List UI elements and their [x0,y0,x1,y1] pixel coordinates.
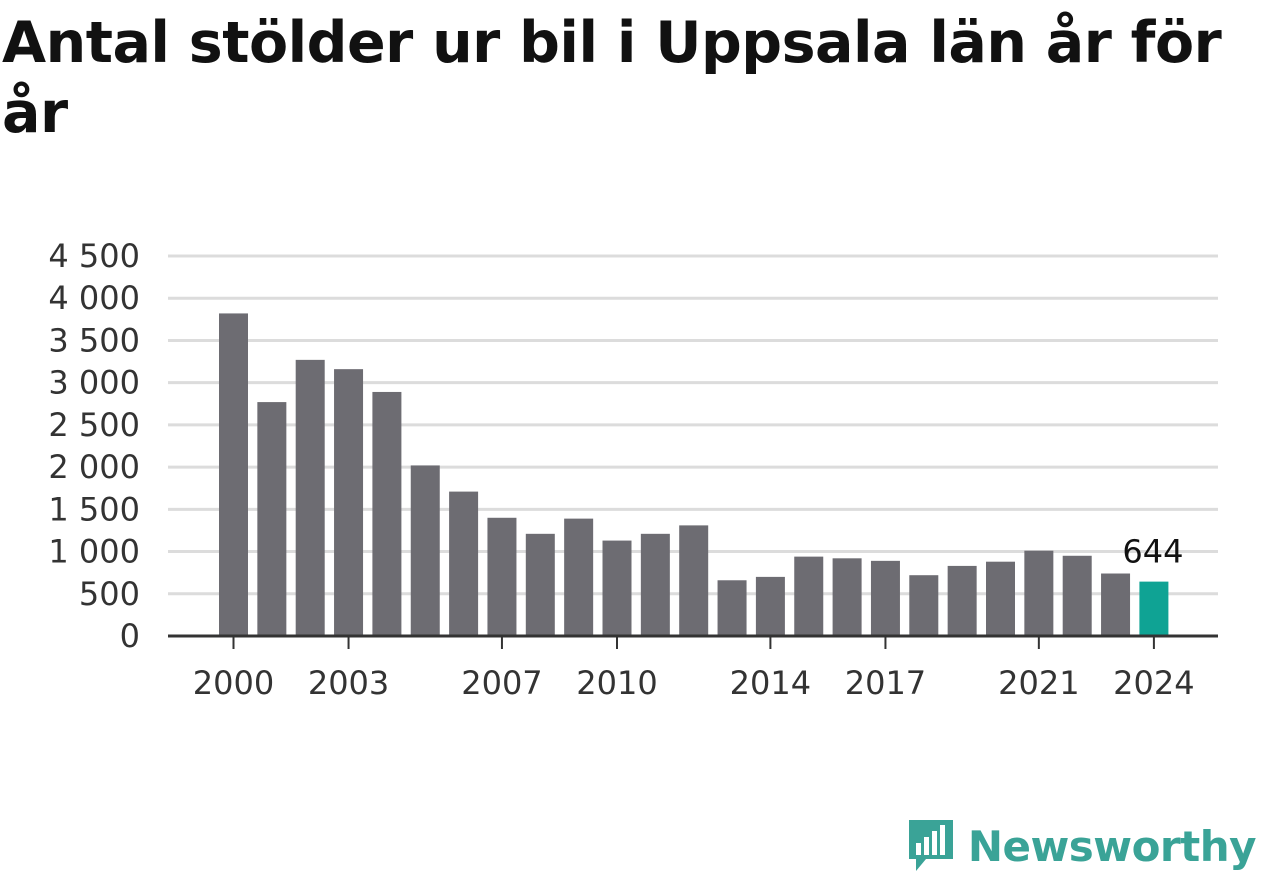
bar-2013 [717,580,747,636]
y-tick-label: 4 000 [48,279,140,317]
bar-2008 [525,533,555,636]
x-tick-label: 2000 [193,664,274,702]
data-label: 644 [1122,533,1183,571]
y-tick-label: 2 500 [48,406,140,444]
axes [168,634,1218,649]
bar-2000 [219,313,248,636]
bar-2021 [1024,550,1054,636]
y-tick-label: 2 000 [48,448,140,486]
bar-2011 [640,533,670,636]
bar-2018 [909,575,939,636]
y-tick-label: 3 000 [48,364,140,402]
bar-2022 [1062,555,1092,636]
bar-2016 [832,558,862,636]
y-tick-label: 500 [79,575,140,613]
x-tick-label: 2007 [461,664,542,702]
newsworthy-logo: Newsworthy [906,817,1257,875]
bar-2003 [334,369,364,636]
bar-2012 [679,525,709,636]
bar-2015 [794,556,824,636]
bar-2004 [372,391,402,636]
labels: 0 500 1 000 1 500 2 000 2 500 3 000 3 500 4 000 4… [48,237,1194,702]
bar-2024 [1139,581,1169,636]
x-tick-label: 2003 [308,664,389,702]
bar-2023 [1101,573,1131,636]
bar-2019 [947,565,977,636]
chart-title: Antal stölder ur bil i Uppsala län år fö… [2,10,1222,146]
x-tick-label: 2021 [998,664,1079,702]
bar-2014 [755,576,785,636]
x-tick-label: 2024 [1113,664,1194,702]
bar-2002 [295,359,325,636]
y-tick-label: 3 500 [48,321,140,359]
x-tick-label: 2010 [576,664,657,702]
brand-name: Newsworthy [967,821,1257,871]
bar-2017 [870,560,900,636]
bar-2007 [487,517,517,636]
bar-2009 [564,518,594,636]
bar-2010 [602,540,632,636]
y-tick-label: 1 000 [48,533,140,571]
bar-2020 [986,561,1015,636]
y-tick-label: 4 500 [48,237,140,275]
y-tick-label: 0 [120,617,140,655]
y-tick-label: 1 500 [48,490,140,528]
bar-2005 [410,465,440,636]
bar-2006 [449,491,479,636]
bars [219,313,1169,636]
bar-2001 [257,402,287,636]
newsworthy-logo-icon [908,820,953,871]
x-tick-label: 2017 [845,664,926,702]
x-tick-label: 2014 [730,664,811,702]
